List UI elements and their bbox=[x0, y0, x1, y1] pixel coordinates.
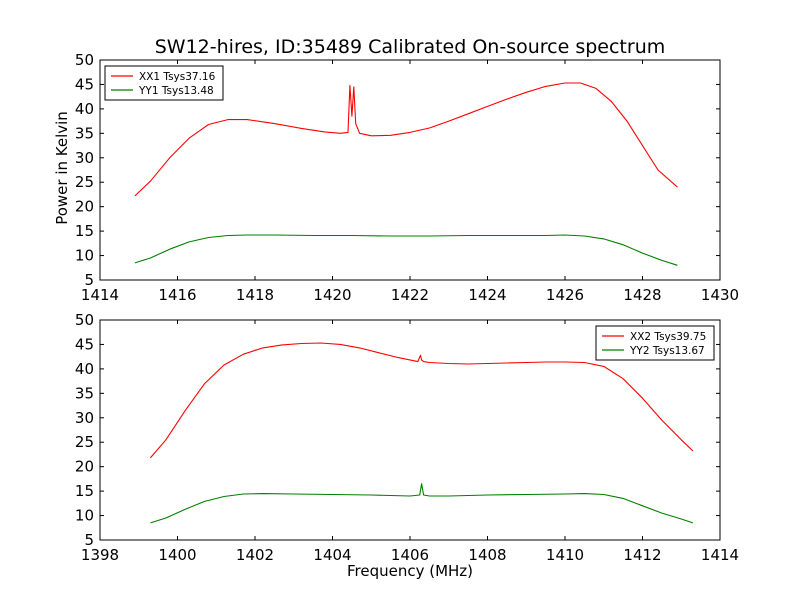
y-tick-label: 40 bbox=[75, 100, 94, 118]
y-tick-label: 10 bbox=[75, 247, 94, 265]
y-tick-label: 30 bbox=[75, 409, 94, 427]
x-tick-label: 1426 bbox=[546, 286, 584, 304]
x-tick-label: 1414 bbox=[701, 546, 739, 564]
x-tick-label: 1424 bbox=[468, 286, 506, 304]
x-tick-label: 1404 bbox=[313, 546, 351, 564]
x-tick-label: 1402 bbox=[236, 546, 274, 564]
x-tick-label: 1422 bbox=[391, 286, 429, 304]
x-tick-label: 1412 bbox=[623, 546, 661, 564]
legend-label: YY1 Tsys13.48 bbox=[138, 85, 214, 97]
y-tick-label: 10 bbox=[75, 507, 94, 525]
series-line-2-2 bbox=[150, 483, 694, 524]
y-tick-label: 40 bbox=[75, 360, 94, 378]
y-tick-label: 20 bbox=[75, 458, 94, 476]
panel-1: 1414 1416 1418 1420 1422 1424 1426 1428 1430 5 10 1… bbox=[75, 51, 739, 304]
y-axis-label: Power in Kelvin bbox=[53, 111, 71, 225]
legend-label: XX1 Tsys37.16 bbox=[139, 71, 216, 83]
y-tick-label: 20 bbox=[75, 198, 94, 216]
chart-panels: 1414 1416 1418 1420 1422 1424 1426 1428 14305101… bbox=[75, 51, 739, 564]
x-tick-label: 1408 bbox=[468, 546, 506, 564]
y-tick-label: 5 bbox=[84, 531, 94, 549]
x-tick-label: 1428 bbox=[623, 286, 661, 304]
legend: XX2 Tsys39.75 YY2 Tsys13.67 bbox=[595, 325, 715, 361]
legend-label: XX2 Tsys39.75 bbox=[630, 331, 706, 343]
y-tick-label: 35 bbox=[75, 384, 94, 402]
x-tick-label: 1430 bbox=[701, 286, 739, 304]
y-tick-label: 5 bbox=[84, 271, 94, 289]
x-tick-label: 1406 bbox=[391, 546, 429, 564]
y-tick-label: 35 bbox=[75, 124, 94, 142]
plot-frame bbox=[99, 59, 721, 281]
plot-frame bbox=[99, 319, 721, 541]
chart-title: SW12-hires, ID:35489 Calibrated On-sourc… bbox=[155, 36, 666, 58]
legend: XX1 Tsys37.16 YY1 Tsys13.48 bbox=[104, 65, 224, 101]
y-tick-label: 45 bbox=[75, 335, 94, 353]
legend-box bbox=[595, 325, 715, 361]
panel-2: 1398 1400 1402 1404 1406 1408 1410 1412 1414 5 10 1… bbox=[75, 311, 739, 564]
x-tick-label: 1410 bbox=[546, 546, 584, 564]
x-tick-label: 1414 bbox=[81, 286, 119, 304]
y-tick-label: 25 bbox=[75, 173, 94, 191]
x-tick-label: 1400 bbox=[158, 546, 196, 564]
x-tick-label: 1398 bbox=[81, 546, 119, 564]
x-tick-label: 1416 bbox=[158, 286, 196, 304]
y-tick-label: 15 bbox=[75, 482, 94, 500]
series-line-2-1 bbox=[149, 342, 694, 459]
y-tick-label: 50 bbox=[75, 51, 94, 69]
x-tick-label: 1418 bbox=[236, 286, 274, 304]
x-tick-label: 1420 bbox=[313, 286, 351, 304]
legend-label: YY2 Tsys13.67 bbox=[629, 345, 705, 357]
y-tick-label: 45 bbox=[75, 75, 94, 93]
x-axis-label: Frequency (MHz) bbox=[347, 562, 473, 580]
legend-box bbox=[104, 65, 224, 101]
y-tick-label: 50 bbox=[75, 311, 94, 329]
y-tick-label: 30 bbox=[75, 149, 94, 167]
y-tick-label: 25 bbox=[75, 433, 94, 451]
y-tick-label: 15 bbox=[75, 222, 94, 240]
series-line-1-1 bbox=[134, 82, 678, 197]
series-line-1-2 bbox=[134, 234, 678, 266]
